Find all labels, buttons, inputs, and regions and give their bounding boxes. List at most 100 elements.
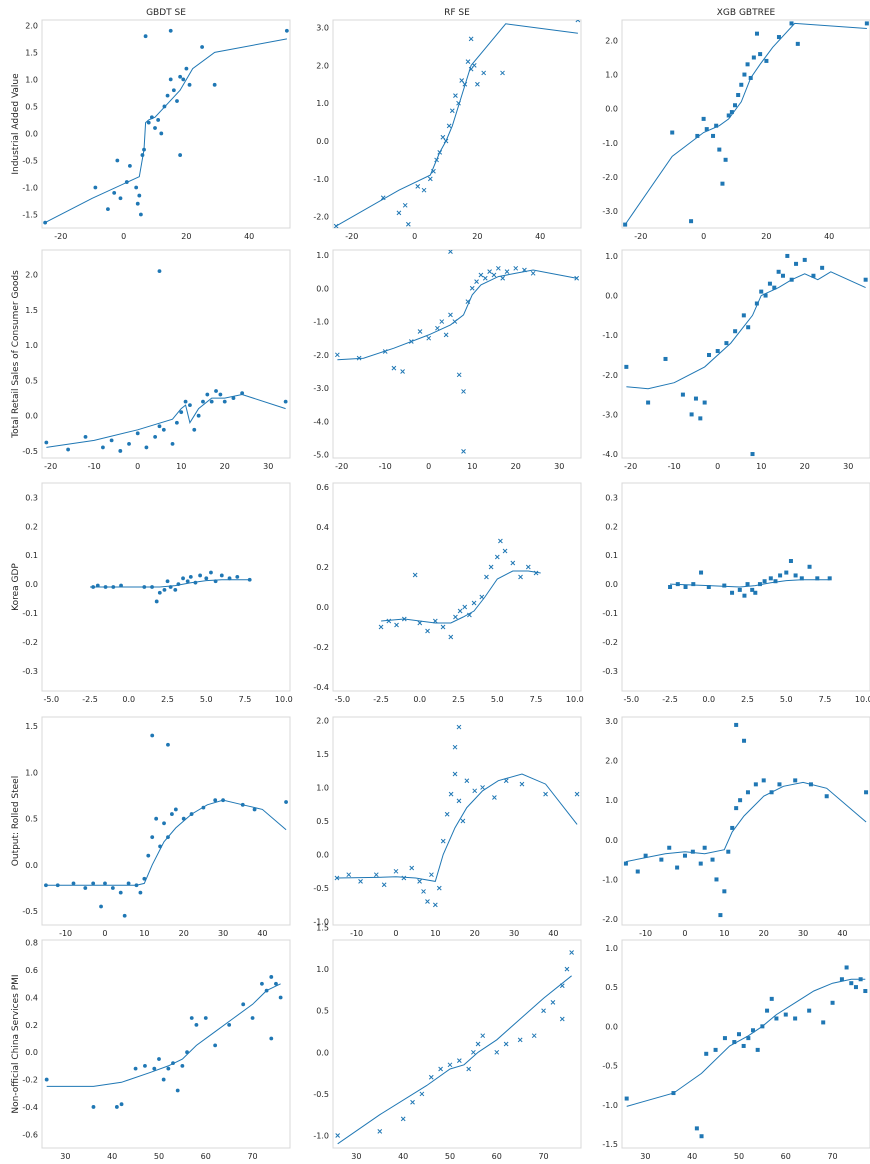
data-point (111, 585, 116, 589)
y-tick-label: 1.0 (25, 768, 38, 777)
y-tick-label: -0.1 (602, 609, 618, 618)
data-point (175, 1088, 180, 1093)
data-point (753, 590, 758, 595)
data-point (858, 977, 863, 982)
data-point (401, 616, 407, 622)
data-point (175, 99, 179, 103)
data-point (533, 570, 539, 576)
data-point (706, 585, 711, 589)
x-tick-label: 30 (640, 1152, 650, 1161)
axes-frame (621, 249, 870, 459)
data-point (461, 389, 466, 394)
data-point (720, 181, 725, 186)
row-label: Korea GDP (11, 563, 21, 611)
y-tick-label: 0.3 (605, 493, 618, 502)
data-point (162, 821, 166, 826)
data-point (274, 981, 278, 986)
data-point (448, 634, 454, 640)
data-point (702, 845, 707, 850)
data-point (127, 441, 131, 446)
data-point (624, 1096, 629, 1101)
data-point (726, 113, 731, 118)
y-tick-label: -1.5 (602, 1140, 618, 1149)
data-point (753, 782, 758, 787)
x-tick-label: 0 (135, 462, 140, 471)
data-point (794, 261, 799, 266)
data-point (209, 570, 213, 575)
axes-frame (332, 249, 582, 459)
y-tick-label: 1.5 (25, 722, 38, 731)
data-point (820, 265, 825, 270)
data-point (510, 560, 516, 566)
data-point (401, 875, 407, 881)
data-point (142, 585, 147, 589)
data-point (240, 391, 245, 396)
data-point (704, 127, 709, 132)
data-point (763, 293, 768, 298)
data-point (101, 445, 105, 450)
data-point (188, 574, 193, 579)
data-point (171, 1061, 175, 1066)
data-point (741, 1043, 746, 1048)
data-point (171, 88, 176, 93)
data-point (689, 412, 694, 417)
data-point (456, 798, 462, 804)
x-tick-label: -10 (88, 462, 101, 471)
data-point (471, 63, 477, 68)
y-tick-label: -1.0 (602, 331, 618, 340)
data-point (402, 202, 408, 208)
data-point (247, 577, 252, 582)
data-point (502, 548, 508, 554)
data-point (468, 36, 474, 42)
y-tick-label: 1.0 (605, 71, 618, 80)
data-point (213, 579, 218, 584)
data-point (478, 272, 484, 278)
x-tick-label: -2.5 (662, 695, 678, 704)
data-point (701, 116, 706, 121)
x-tick-label: 0.0 (702, 695, 715, 704)
y-tick-label: 0.0 (316, 1048, 329, 1057)
data-point (201, 399, 205, 404)
data-point (93, 185, 98, 190)
data-point (699, 570, 704, 575)
data-point (530, 270, 536, 276)
data-point (174, 420, 179, 425)
data-point (830, 1000, 835, 1005)
data-point (428, 1074, 434, 1080)
plot-area (378, 538, 541, 640)
data-point (769, 790, 774, 795)
column-title: GBDT SE (146, 8, 186, 18)
data-point (189, 1016, 194, 1020)
data-point (762, 579, 767, 584)
x-tick-label: 5.0 (780, 695, 793, 704)
data-point (714, 123, 719, 128)
data-point (137, 193, 142, 198)
data-point (396, 210, 402, 216)
x-tick-label: 20 (220, 462, 230, 471)
data-point (668, 585, 673, 589)
data-point (166, 835, 170, 840)
data-point (157, 590, 162, 595)
data-point (106, 207, 110, 211)
data-point (751, 55, 756, 60)
data-point (126, 881, 131, 886)
data-point (95, 583, 100, 588)
x-tick-label: 50 (734, 1152, 744, 1161)
data-point (481, 70, 487, 76)
data-point (213, 798, 218, 803)
data-point (807, 564, 812, 569)
x-tick-label: 30 (843, 462, 853, 471)
data-point (439, 319, 445, 324)
x-tick-label: 10.0 (275, 695, 293, 704)
data-point (707, 352, 712, 357)
data-point (659, 857, 664, 862)
data-point (386, 618, 392, 624)
data-point (722, 889, 727, 894)
fit-line (625, 781, 867, 863)
y-tick-label: 0.0 (316, 851, 329, 860)
y-tick-label: -1.0 (313, 318, 329, 327)
data-point (119, 1102, 124, 1107)
x-tick-label: 70 (827, 1152, 837, 1161)
data-point (381, 882, 387, 888)
